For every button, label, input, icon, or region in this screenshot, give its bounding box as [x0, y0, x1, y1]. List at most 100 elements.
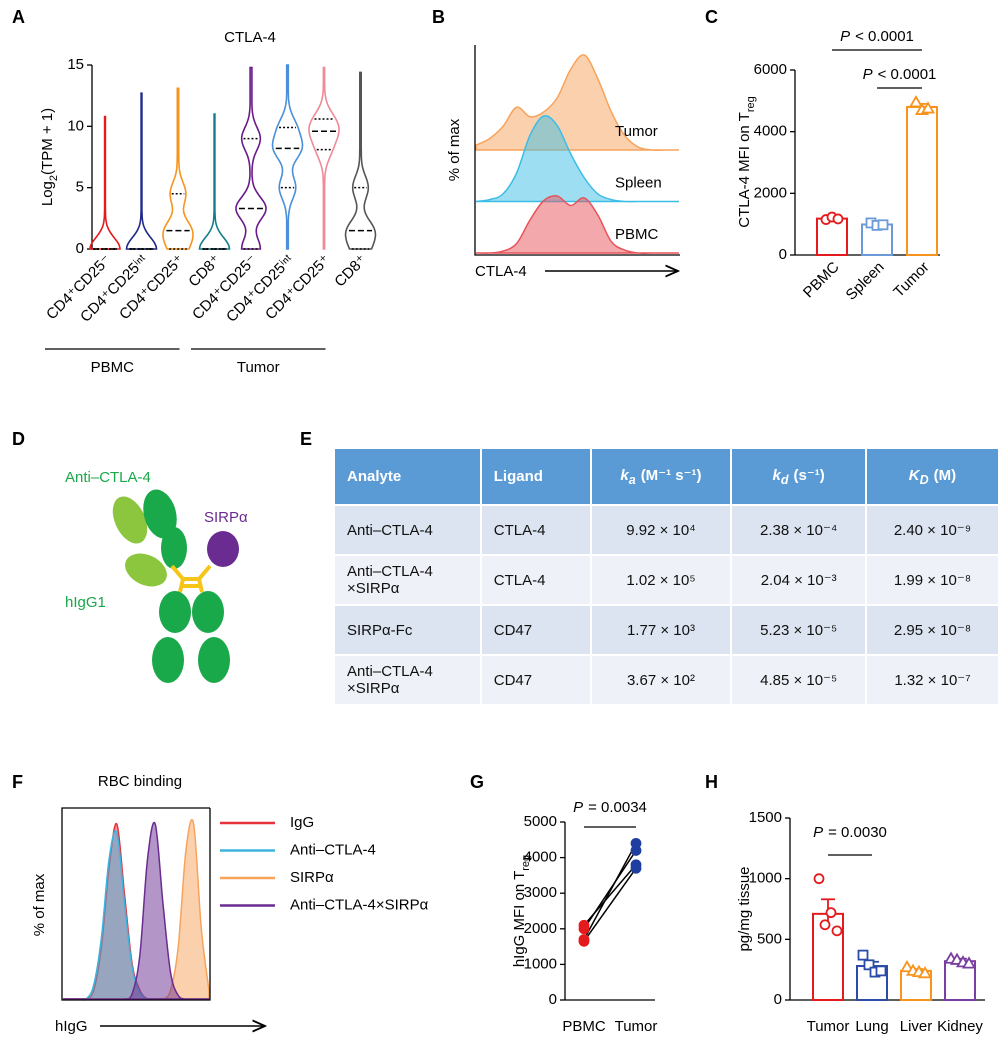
y-tick-label: 0	[76, 240, 84, 257]
fc-domain	[198, 637, 230, 683]
table-cell: 2.04 × 10⁻³	[730, 554, 867, 606]
header-unit: (M)	[933, 466, 957, 484]
p-symbol: P	[573, 799, 583, 816]
plot-frame	[474, 45, 680, 256]
y-tick-label: 5000	[524, 813, 557, 830]
table-cell: 4.85 × 10⁻⁵	[730, 654, 867, 706]
panel-letter: E	[300, 429, 312, 449]
table-header-row: Analyte Ligand ka (M⁻¹ s⁻¹) kd (s⁻¹) KD (M)	[333, 447, 1001, 506]
axis-title-part: Log	[39, 181, 56, 206]
table-cell: SIRPα-Fc	[333, 604, 482, 656]
panel-letter: B	[432, 7, 445, 27]
diagram-label: Anti–CTLA-4	[65, 469, 151, 486]
series-label: PBMC	[615, 226, 659, 243]
sirpa-domain	[207, 531, 239, 567]
p-symbol: P	[840, 28, 850, 45]
y-tick-label: 1000	[524, 955, 557, 972]
fc-domain	[152, 637, 184, 683]
diagram-label: hIgG1	[65, 594, 106, 611]
x-tick-label: Lung	[855, 1018, 888, 1035]
table-cell: 1.99 × 10⁻⁸	[864, 554, 1001, 606]
data-point	[578, 935, 590, 947]
axis-title-part: reg	[745, 96, 757, 112]
diagram-label: SIRPα	[204, 509, 248, 526]
histogram-area	[63, 818, 210, 1001]
panel-letter: G	[470, 772, 484, 792]
p-text: = 0.0034	[588, 799, 647, 816]
table-row: Anti–CTLA-4 ×SIRPα CD47 3.67 × 10² 4.85 × 1…	[333, 654, 1001, 706]
fc-domain	[159, 591, 191, 633]
violin	[89, 115, 121, 250]
data-point	[813, 873, 825, 885]
panel-letter: A	[12, 7, 25, 27]
data-point	[875, 965, 887, 977]
bar	[816, 217, 848, 257]
data-point	[899, 959, 915, 973]
axis-title: % of max	[31, 873, 48, 936]
header-subscript: d	[780, 473, 789, 487]
p-symbol: P	[813, 824, 823, 841]
panel-letter: H	[705, 772, 718, 792]
data-point	[961, 956, 977, 969]
y-tick-label: 2000	[524, 920, 557, 937]
histogram-area	[475, 114, 679, 203]
axis-title-part: 2	[48, 175, 60, 181]
fab-heavy	[143, 489, 177, 539]
table-cell: 3.67 × 10²	[589, 654, 733, 706]
table-cell: 5.23 × 10⁻⁵	[730, 604, 867, 656]
y-tick-label: 5	[76, 179, 84, 196]
data-point	[917, 966, 933, 979]
table-header-cell: ka (M⁻¹ s⁻¹)	[589, 447, 733, 506]
y-tick-label: 0	[779, 246, 787, 263]
violin	[235, 66, 267, 250]
pair-line	[583, 867, 637, 942]
violin	[125, 92, 158, 250]
header-symbol: k	[620, 467, 629, 484]
table-cell: Anti–CTLA-4 ×SIRPα	[333, 654, 482, 706]
x-tick-label: Kidney	[937, 1018, 983, 1035]
table-cell: 1.02 × 10⁵	[589, 554, 733, 606]
table-cell: 2.38 × 10⁻⁴	[730, 504, 867, 556]
y-tick-label: 3000	[524, 884, 557, 901]
histogram-area	[63, 821, 209, 1001]
violin	[162, 87, 194, 250]
antibody-diagram	[112, 489, 239, 683]
legend-label: Anti–CTLA-4×SIRPα	[290, 896, 429, 913]
header-symbol: k	[772, 467, 781, 484]
data-point	[578, 923, 590, 935]
p-symbol: P	[863, 66, 873, 83]
x-tick-label: Liver	[900, 1018, 933, 1035]
legend-label: Anti–CTLA-4	[290, 841, 376, 858]
group-label: Tumor	[237, 359, 280, 376]
y-tick-label: 6000	[754, 61, 787, 78]
axis-title-part: CTLA-4 MFI on T	[736, 112, 753, 228]
panel-letter: D	[12, 429, 25, 449]
axis-title-part: (TPM + 1)	[39, 108, 56, 175]
axis-title: CTLA-4 MFI on Treg	[736, 96, 757, 228]
data-point	[630, 862, 642, 874]
group-label: PBMC	[91, 359, 135, 376]
violin	[271, 64, 304, 250]
series-label: Spleen	[615, 174, 662, 191]
violin	[344, 71, 377, 250]
legend-label: IgG	[290, 814, 314, 831]
legend-label: SIRPα	[290, 869, 334, 886]
series-label: Tumor	[615, 123, 658, 140]
x-tick-label: Spleen	[843, 259, 888, 304]
p-value: P < 0.0001	[863, 66, 937, 83]
table-cell: 1.32 × 10⁻⁷	[864, 654, 1001, 706]
table-row: Anti–CTLA-4 CTLA-4 9.92 × 10⁴ 2.38 × 10⁻⁴ 2.…	[333, 504, 1001, 556]
header-symbol: K	[908, 466, 920, 484]
data-point	[920, 101, 936, 114]
table-cell: CD47	[479, 654, 592, 706]
panel-letter: F	[12, 772, 23, 792]
axis-title-part: hIgG MFI on T	[511, 871, 528, 967]
y-tick-label: 4000	[754, 123, 787, 140]
x-tick-label: PBMC	[562, 1018, 606, 1035]
pair-line	[583, 850, 637, 930]
fab-light	[125, 553, 167, 587]
histogram-area	[475, 54, 679, 151]
axis-title: Log2(TPM + 1)	[39, 108, 60, 206]
